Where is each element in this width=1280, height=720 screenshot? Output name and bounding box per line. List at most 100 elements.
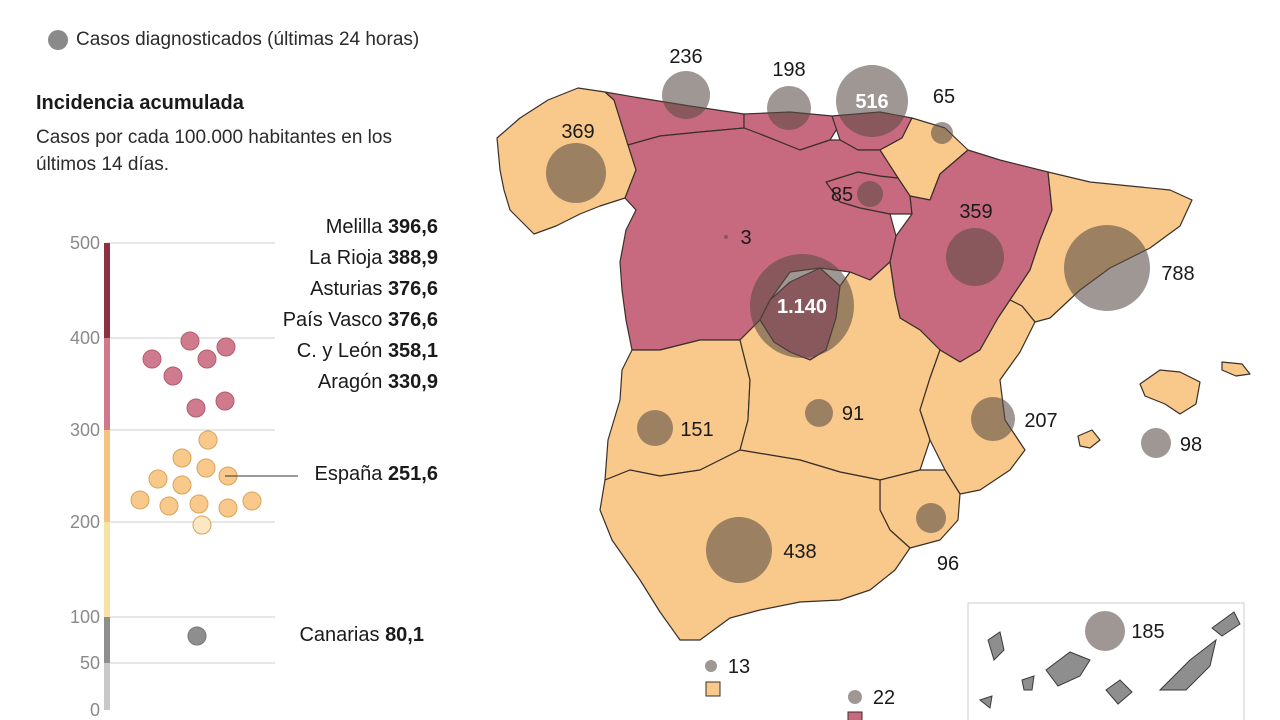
bubble-galicia [546, 143, 606, 203]
cases-label-melilla: 22 [873, 687, 895, 709]
region-name: La Rioja [308, 247, 383, 269]
region-dot [196, 458, 216, 478]
cases-label-navarra: 65 [933, 86, 955, 108]
region-la-rioja [825, 171, 913, 215]
region-dot [159, 496, 179, 516]
bubble-pais-vasco [836, 65, 908, 137]
cases-label-aragon: 359 [959, 201, 992, 223]
spain-incidence: España 251,6 [315, 463, 438, 486]
canarias-value: 80,1 [385, 624, 424, 646]
cases-legend-dot [48, 30, 68, 50]
region-castilla-la-mancha [739, 261, 941, 481]
region-row: Melilla 396,6 [283, 212, 438, 243]
region-value: 358,1 [387, 340, 438, 362]
region-cataluna [1009, 171, 1193, 323]
canarias-incidence: Canarias 80,1 [299, 624, 424, 647]
region-extremadura [604, 339, 751, 481]
region-value: 388,9 [387, 247, 438, 269]
cases-legend: Casos diagnosticados (últimas 24 horas) [48, 29, 419, 51]
cases-label-la-rioja: 85 [831, 184, 853, 206]
region-dot [148, 469, 168, 489]
cases-label-castilla-la-mancha: 91 [842, 403, 864, 425]
region-navarra [879, 117, 969, 201]
spain-name: España [314, 463, 383, 485]
bubble-castilla-la-mancha [805, 399, 833, 427]
cases-label-canarias: 185 [1131, 621, 1164, 643]
scale-bar-top [104, 243, 110, 338]
region-value: 376,6 [387, 309, 438, 331]
island-la-palma [987, 631, 1005, 661]
island-la-gomera [1021, 675, 1035, 691]
tick-label: 100 [70, 607, 100, 627]
cases-label-andalucia: 438 [783, 541, 816, 563]
cases-label-madrid: 1.140 [777, 296, 827, 318]
cases-label-ceuta: 13 [728, 656, 750, 678]
region-name: País Vasco [282, 309, 383, 331]
region-dot [198, 430, 218, 450]
bubble-extremadura [637, 410, 673, 446]
canarias-name: Canarias [299, 624, 380, 646]
cases-label-cataluna: 788 [1161, 263, 1194, 285]
bubble-murcia [916, 503, 946, 533]
cases-label-valencia: 207 [1024, 410, 1057, 432]
cases-label-galicia: 369 [561, 121, 594, 143]
scale-bar-orange [104, 430, 110, 522]
bubble-valencia [971, 397, 1015, 441]
scale-bar-yellow [104, 522, 110, 617]
melilla-marker [847, 711, 863, 720]
region-madrid [759, 267, 841, 361]
bubble-madrid [750, 254, 854, 358]
incidence-subtitle: Casos por cada 100.000 habitantes en los… [36, 127, 392, 175]
region-value: 376,6 [387, 278, 438, 300]
incidence-title: Incidencia acumulada [36, 92, 244, 114]
scale-bar-light [104, 663, 110, 710]
region-galicia [496, 87, 637, 235]
region-value: 396,6 [387, 216, 438, 238]
cases-label-extremadura: 151 [680, 419, 713, 441]
region-dot [172, 448, 192, 468]
region-asturias [604, 91, 745, 146]
bubble-navarra [931, 122, 953, 144]
cases-legend-label: Casos diagnosticados (últimas 24 horas) [76, 29, 420, 50]
scale-bar-pink [104, 338, 110, 430]
cases-label-asturias: 236 [669, 46, 702, 68]
region-aragon [889, 149, 1053, 363]
island-tenerife [1045, 651, 1091, 687]
region-ibiza [1077, 429, 1101, 449]
scale-bar-gray [104, 617, 110, 663]
region-name: C. y León [296, 340, 383, 362]
incidence-scale: 500 400 300 200 100 50 0 [70, 233, 298, 720]
region-dot [216, 337, 236, 357]
cases-label-murcia: 96 [937, 553, 959, 575]
region-dot [192, 515, 212, 535]
bubble-cataluna [1064, 225, 1150, 311]
region-dot [142, 349, 162, 369]
region-dot-canarias [187, 626, 207, 646]
bubble-castilla-leon [724, 235, 728, 239]
bubble-ceuta [705, 660, 717, 672]
region-dot [180, 331, 200, 351]
region-dot [197, 349, 217, 369]
spain-value: 251,6 [387, 463, 438, 485]
region-row: C. y León 358,1 [283, 336, 438, 367]
ceuta-marker [705, 681, 721, 697]
region-dot [130, 490, 150, 510]
region-dot [189, 494, 209, 514]
region-row: Aragón 330,9 [283, 367, 438, 398]
region-menorca [1221, 361, 1251, 377]
region-murcia [879, 469, 961, 549]
region-dot [215, 391, 235, 411]
canarias-inset [967, 602, 1245, 720]
region-castilla-leon [619, 127, 899, 351]
region-dot [218, 498, 238, 518]
cases-label-baleares: 98 [1180, 434, 1202, 456]
bubble-andalucia [706, 517, 772, 583]
island-lanzarote [1211, 611, 1241, 637]
region-row: País Vasco 376,6 [283, 305, 438, 336]
region-andalucia [599, 449, 911, 641]
region-valencia [919, 299, 1036, 495]
region-row: La Rioja 388,9 [283, 243, 438, 274]
region-name: Melilla [325, 216, 383, 238]
tick-label: 0 [90, 700, 100, 720]
region-name: Asturias [310, 278, 383, 300]
